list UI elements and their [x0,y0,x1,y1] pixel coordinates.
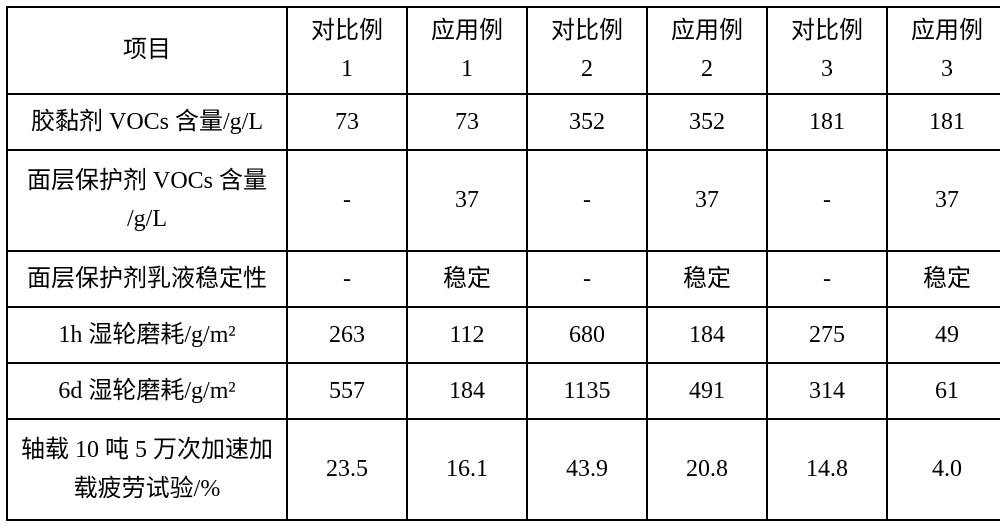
header-cell-compare-3: 对比例 3 [767,7,887,94]
data-cell: 491 [647,363,767,419]
data-cell: 14.8 [767,419,887,520]
data-cell: 稳定 [407,251,527,307]
data-cell: 73 [287,94,407,150]
row-label: 轴载 10 吨 5 万次加速加载疲劳试验/% [7,419,287,520]
row-label-line1: 面层保护剂 VOCs 含量 [14,162,280,200]
row-label: 面层保护剂乳液稳定性 [7,251,287,307]
table-row: 胶黏剂 VOCs 含量/g/L7373352352181181 [7,94,1000,150]
header-label-line2: 2 [534,50,640,88]
header-label-line1: 应用例 [654,12,760,50]
data-cell: 352 [647,94,767,150]
data-cell: 184 [407,363,527,419]
header-cell-apply-2: 应用例 2 [647,7,767,94]
header-cell-compare-2: 对比例 2 [527,7,647,94]
data-cell: 263 [287,307,407,363]
data-cell: - [767,251,887,307]
data-cell: 181 [887,94,1000,150]
data-cell: 61 [887,363,1000,419]
data-cell: - [287,150,407,251]
data-cell: 稳定 [647,251,767,307]
header-label-line1: 应用例 [894,12,1000,50]
row-label-line1: 面层保护剂乳液稳定性 [14,260,280,298]
data-cell: 112 [407,307,527,363]
data-cell: 37 [887,150,1000,251]
row-label-line1: 6d 湿轮磨耗/g/m² [14,372,280,410]
table-row: 面层保护剂乳液稳定性-稳定-稳定-稳定 [7,251,1000,307]
header-label-line2: 1 [414,50,520,88]
row-label-line1: 胶黏剂 VOCs 含量/g/L [14,103,280,141]
row-label: 6d 湿轮磨耗/g/m² [7,363,287,419]
data-cell: - [527,150,647,251]
table-body: 胶黏剂 VOCs 含量/g/L7373352352181181面层保护剂 VOC… [7,94,1000,520]
data-cell: - [767,150,887,251]
data-cell: 49 [887,307,1000,363]
data-cell: 37 [647,150,767,251]
row-label: 1h 湿轮磨耗/g/m² [7,307,287,363]
header-label-line2: 1 [294,50,400,88]
data-cell: 1135 [527,363,647,419]
data-cell: 275 [767,307,887,363]
header-label-line1: 对比例 [294,12,400,50]
data-cell: 181 [767,94,887,150]
header-cell-apply-1: 应用例 1 [407,7,527,94]
header-label-line1: 对比例 [774,12,880,50]
data-table: 项目 对比例 1 应用例 1 对比例 2 应用例 2 [6,6,1000,521]
header-label-line2: 3 [894,50,1000,88]
header-row: 项目 对比例 1 应用例 1 对比例 2 应用例 2 [7,7,1000,94]
table-row: 6d 湿轮磨耗/g/m²557184113549131461 [7,363,1000,419]
data-cell: 680 [527,307,647,363]
row-label: 面层保护剂 VOCs 含量/g/L [7,150,287,251]
data-cell: 4.0 [887,419,1000,520]
header-label: 项目 [14,31,280,69]
data-cell: 37 [407,150,527,251]
row-label: 胶黏剂 VOCs 含量/g/L [7,94,287,150]
data-cell: 20.8 [647,419,767,520]
data-cell: - [527,251,647,307]
header-cell-project: 项目 [7,7,287,94]
row-label-line2: 载疲劳试验/% [14,470,280,508]
table-row: 1h 湿轮磨耗/g/m²26311268018427549 [7,307,1000,363]
data-cell: 352 [527,94,647,150]
header-label-line1: 对比例 [534,12,640,50]
row-label-line1: 1h 湿轮磨耗/g/m² [14,316,280,354]
header-label-line2: 2 [654,50,760,88]
row-label-line1: 轴载 10 吨 5 万次加速加 [14,431,280,469]
data-cell: 23.5 [287,419,407,520]
data-table-container: 项目 对比例 1 应用例 1 对比例 2 应用例 2 [0,0,1000,527]
data-cell: - [287,251,407,307]
data-cell: 314 [767,363,887,419]
header-cell-compare-1: 对比例 1 [287,7,407,94]
header-cell-apply-3: 应用例 3 [887,7,1000,94]
header-label-line2: 3 [774,50,880,88]
data-cell: 43.9 [527,419,647,520]
data-cell: 稳定 [887,251,1000,307]
data-cell: 73 [407,94,527,150]
data-cell: 557 [287,363,407,419]
data-cell: 184 [647,307,767,363]
header-label-line1: 应用例 [414,12,520,50]
data-cell: 16.1 [407,419,527,520]
table-row: 轴载 10 吨 5 万次加速加载疲劳试验/%23.516.143.920.814… [7,419,1000,520]
row-label-line2: /g/L [14,200,280,238]
table-row: 面层保护剂 VOCs 含量/g/L-37-37-37 [7,150,1000,251]
